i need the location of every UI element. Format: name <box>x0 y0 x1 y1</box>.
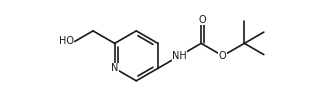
Text: NH: NH <box>172 51 187 61</box>
Text: O: O <box>219 51 226 61</box>
Text: N: N <box>111 63 118 73</box>
Text: O: O <box>198 15 206 25</box>
Text: HO: HO <box>59 37 74 46</box>
